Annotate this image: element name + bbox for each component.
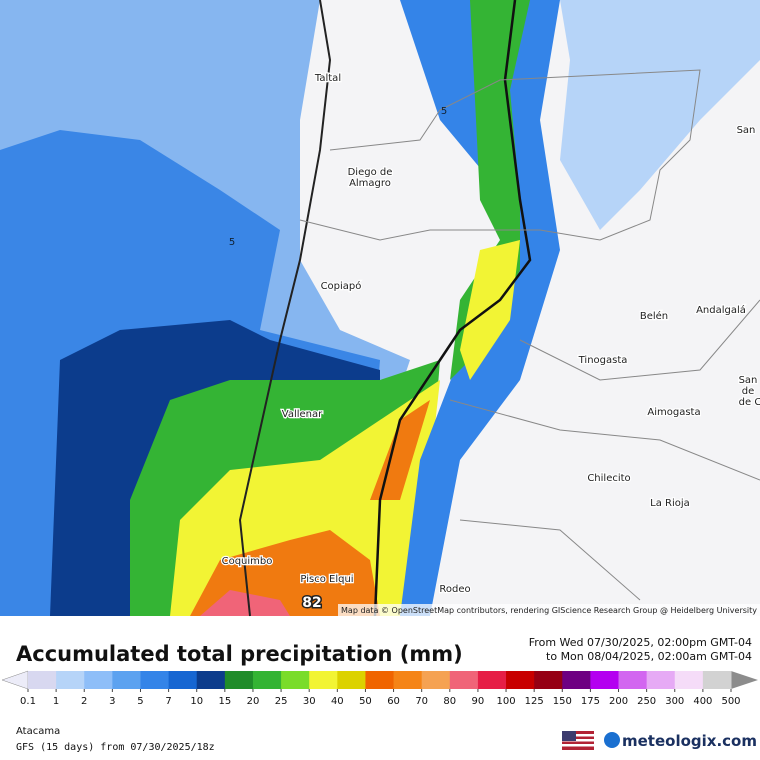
color-box [393, 671, 423, 689]
max-label: 82 [302, 595, 321, 611]
color-box [674, 671, 704, 689]
color-box [421, 671, 451, 689]
color-box [309, 671, 338, 689]
precip-pink [200, 590, 290, 616]
city-label: La Rioja [650, 498, 690, 509]
brand-logo [604, 732, 620, 748]
precip-east-blue [400, 0, 560, 616]
color-box [112, 671, 141, 689]
color-box [477, 671, 507, 689]
color-box [534, 671, 563, 689]
city-label: San [739, 375, 758, 386]
color-box [140, 671, 170, 689]
tick-label: 40 [331, 696, 344, 707]
contour-label: 5 [229, 237, 235, 248]
tick-label: 400 [693, 696, 712, 707]
city-label: Coquimbo [222, 556, 273, 567]
tick-label: 300 [665, 696, 684, 707]
tick-label: 90 [472, 696, 485, 707]
color-box [28, 671, 57, 689]
colorbar: 0.1 1 2 3 5 7 10 15 20 25 30 40 50 60 70 80 90 100 125 150 1… [1, 670, 758, 707]
flag [562, 731, 594, 750]
tick-label: 5 [137, 696, 143, 707]
city-label: Vallenar [282, 409, 323, 420]
city-label: Aimogasta [647, 407, 700, 418]
city-label: Belén [640, 310, 668, 322]
tick-label: 60 [387, 696, 400, 707]
color-box [618, 671, 648, 689]
color-box [337, 671, 366, 689]
tick-label: 200 [609, 696, 628, 707]
tick-label: 500 [721, 696, 740, 707]
tick-label: 125 [525, 696, 544, 707]
border [373, 0, 532, 617]
city-label: Andalgalá [696, 304, 746, 316]
period-to: to Mon 08/04/2025, 02:00am GMT-04 [546, 650, 752, 663]
color-box [590, 671, 620, 689]
color-box [562, 671, 591, 689]
color-box [449, 671, 479, 689]
tick-label: 150 [553, 696, 572, 707]
tick-label: 2 [81, 696, 87, 707]
attribution-bg [338, 604, 760, 616]
tick-label: 1 [53, 696, 59, 707]
tick-label: 80 [443, 696, 456, 707]
tick-label: 25 [275, 696, 288, 707]
region: Atacama [16, 726, 60, 737]
tick-label: 30 [303, 696, 316, 707]
color-box [365, 671, 395, 689]
precip-east-yellow [460, 240, 520, 380]
color-box [506, 671, 535, 689]
color-box [168, 671, 198, 689]
city-label: Diego de [348, 167, 393, 178]
city-label: de [742, 386, 755, 397]
city-label: Copiapó [321, 280, 362, 292]
tick-label: 3 [109, 696, 115, 707]
tick-label: 250 [637, 696, 656, 707]
under-arrow [1, 670, 29, 690]
tick-label: 70 [415, 696, 428, 707]
tick-label: 175 [581, 696, 600, 707]
color-box [281, 671, 310, 689]
color-box [56, 671, 85, 689]
attribution: Map data © OpenStreetMap contributors, r… [341, 606, 757, 615]
color-box [196, 671, 226, 689]
period-from: From Wed 07/30/2025, 02:00pm GMT-04 [529, 636, 752, 649]
tick-label: 15 [218, 696, 231, 707]
city-label: de C [739, 397, 760, 408]
city-label: Chilecito [587, 473, 630, 484]
city-label: San [737, 125, 756, 136]
legend-title: Accumulated total precipitation (mm) [16, 642, 463, 666]
over-arrow [731, 671, 758, 689]
tick-label: 50 [359, 696, 372, 707]
tick-label: 0.1 [20, 696, 36, 707]
tick-label: 10 [190, 696, 203, 707]
tick-label: 100 [496, 696, 515, 707]
boundaries [299, 69, 760, 601]
precip-ne [560, 0, 760, 230]
color-box [84, 671, 113, 689]
city-label: Almagro [349, 178, 391, 189]
color-box [252, 671, 282, 689]
map: Taltal Diego de Almagro Copiapó Vallenar… [0, 0, 760, 617]
city-label: Tinogasta [578, 355, 628, 366]
brand[interactable]: meteologix.com [622, 732, 757, 750]
color-box [224, 671, 254, 689]
model-run: GFS (15 days) from 07/30/2025/18z [16, 742, 215, 753]
city-label: Rodeo [439, 584, 470, 595]
color-box [646, 671, 676, 689]
border [238, 0, 332, 617]
tick-label: 20 [247, 696, 260, 707]
contour-label: 5 [441, 106, 447, 117]
color-box [702, 671, 732, 689]
city-label: Pisco Elqui [300, 574, 353, 585]
tick-label: 7 [165, 696, 171, 707]
city-label: Taltal [314, 73, 341, 84]
